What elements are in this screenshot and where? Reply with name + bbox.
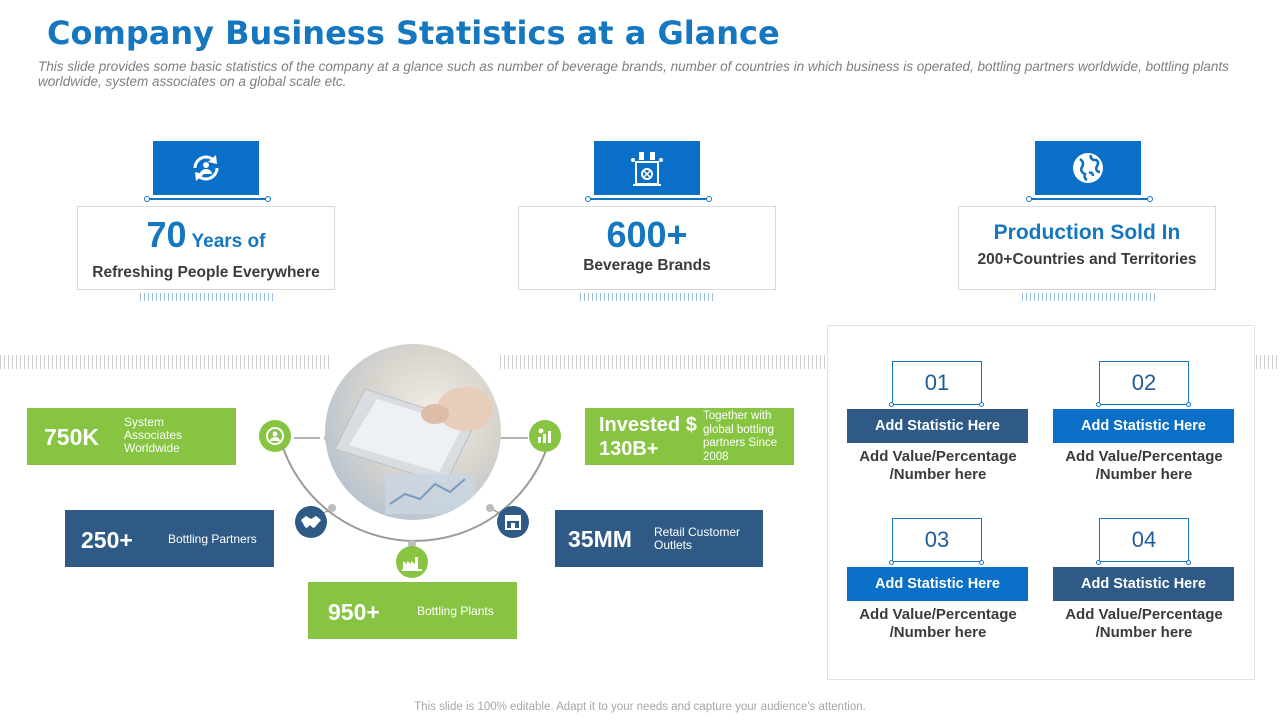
stat-value-line: /Number here bbox=[889, 624, 987, 641]
refresh-people-icon bbox=[193, 155, 219, 181]
tablet-photo-circle bbox=[325, 344, 501, 520]
stat-bar-01: Add Statistic Here bbox=[847, 409, 1028, 443]
stat-label: Together with global bottling partners S… bbox=[703, 410, 778, 463]
handshake-icon bbox=[295, 506, 327, 538]
stat-icon-box-3 bbox=[1035, 141, 1141, 195]
stat-value-line: /Number here bbox=[1095, 624, 1193, 641]
stat-icon-box-1 bbox=[153, 141, 259, 195]
page-subtitle: This slide provides some basic statistic… bbox=[38, 59, 1229, 89]
stat-value: 250+ bbox=[81, 527, 133, 553]
stat-card-production: Production Sold In 200+Countries and Ter… bbox=[958, 206, 1216, 290]
stat-label: Retail Customer Outlets bbox=[654, 525, 741, 552]
line-dot bbox=[1026, 196, 1032, 202]
line-dot bbox=[585, 196, 591, 202]
stat-bar-04: Add Statistic Here bbox=[1053, 567, 1234, 601]
stat-label: Beverage Brands bbox=[583, 257, 711, 274]
stat-value-line: Add Value/Percentage bbox=[859, 606, 1017, 623]
people-circle-icon bbox=[259, 420, 291, 452]
stat-box-plants: 950+ Bottling Plants bbox=[308, 582, 517, 639]
chart-money-icon bbox=[529, 420, 561, 452]
stat-number-box-02: 02 bbox=[1099, 361, 1189, 405]
stat-value-04: Add Value/Percentage /Number here bbox=[1044, 606, 1244, 642]
stat-number-box-03: 03 bbox=[892, 518, 982, 562]
line-dot bbox=[265, 196, 271, 202]
box-corner-dot bbox=[1096, 402, 1101, 407]
stat-label: Bottling Plants bbox=[417, 604, 494, 618]
stat-value: 70 bbox=[146, 214, 187, 255]
tick-decoration bbox=[580, 293, 715, 301]
box-corner-dot bbox=[1186, 402, 1191, 407]
tablet-photo-illustration bbox=[334, 387, 493, 514]
box-corner-dot bbox=[1186, 560, 1191, 565]
tick-band-right bbox=[1256, 355, 1280, 369]
stat-icon-box-2 bbox=[594, 141, 700, 195]
line-dot bbox=[144, 196, 150, 202]
box-corner-dot bbox=[1096, 560, 1101, 565]
stat-box-invested: Invested $ 130B+ Together with global bo… bbox=[585, 408, 794, 465]
stat-value: 750K bbox=[44, 424, 99, 450]
line-dot bbox=[1147, 196, 1153, 202]
tick-band-middle bbox=[500, 355, 825, 369]
page-title: Company Business Statistics at a Glance bbox=[47, 14, 780, 52]
stat-number-box-01: 01 bbox=[892, 361, 982, 405]
stat-card-brands: 600+ Beverage Brands bbox=[518, 206, 776, 290]
stat-value-line: /Number here bbox=[1095, 466, 1193, 483]
stat-value-03: Add Value/Percentage /Number here bbox=[838, 606, 1038, 642]
stat-value: Invested $ 130B+ bbox=[599, 414, 697, 460]
stat-value: 600+ bbox=[606, 214, 688, 255]
icon-underline-3 bbox=[1029, 198, 1150, 200]
icon-underline-2 bbox=[588, 198, 709, 200]
stat-number-box-04: 04 bbox=[1099, 518, 1189, 562]
factory-plants-icon bbox=[396, 546, 428, 578]
tick-decoration bbox=[140, 293, 275, 301]
box-corner-dot bbox=[979, 402, 984, 407]
stat-label: System Associates Worldwide bbox=[124, 415, 183, 455]
icon-underline-1 bbox=[147, 198, 268, 200]
stat-value-01: Add Value/Percentage /Number here bbox=[838, 448, 1038, 484]
stat-box-partners: 250+ Bottling Partners bbox=[65, 510, 274, 567]
stat-label: Refreshing People Everywhere bbox=[92, 264, 320, 281]
stat-card-years: 70 Years of Refreshing People Everywhere bbox=[77, 206, 335, 290]
stat-value-02: Add Value/Percentage /Number here bbox=[1044, 448, 1244, 484]
stat-value-line: Add Value/Percentage bbox=[1065, 606, 1223, 623]
stat-label: Bottling Partners bbox=[168, 532, 257, 546]
store-icon bbox=[497, 506, 529, 538]
box-corner-dot bbox=[889, 402, 894, 407]
tick-decoration bbox=[1022, 293, 1157, 301]
stat-value: Production Sold In bbox=[993, 221, 1181, 244]
stat-box-outlets: 35MM Retail Customer Outlets bbox=[555, 510, 763, 567]
stat-value: 950+ bbox=[328, 599, 380, 625]
box-corner-dot bbox=[979, 560, 984, 565]
globe-icon bbox=[1073, 153, 1103, 183]
stat-bar-02: Add Statistic Here bbox=[1053, 409, 1234, 443]
line-dot bbox=[706, 196, 712, 202]
stat-box-associates: 750K System Associates Worldwide bbox=[27, 408, 236, 465]
tick-band-left bbox=[0, 355, 330, 369]
stat-bar-03: Add Statistic Here bbox=[847, 567, 1028, 601]
stat-value-line: Add Value/Percentage bbox=[1065, 448, 1223, 465]
footer-note: This slide is 100% editable. Adapt it to… bbox=[414, 701, 866, 713]
box-corner-dot bbox=[889, 560, 894, 565]
bottling-machine-icon bbox=[631, 152, 663, 186]
stat-label: 200+Countries and Territories bbox=[977, 251, 1197, 268]
stat-value-suffix: Years of bbox=[186, 231, 266, 252]
stat-value: 35MM bbox=[568, 526, 632, 552]
stat-value-line: /Number here bbox=[889, 466, 987, 483]
stat-value-line: Add Value/Percentage bbox=[859, 448, 1017, 465]
